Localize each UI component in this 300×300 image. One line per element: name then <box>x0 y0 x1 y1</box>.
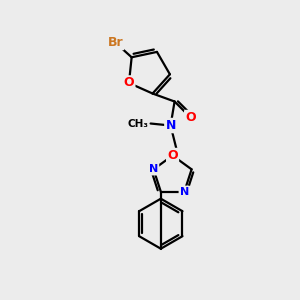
Text: O: O <box>185 111 196 124</box>
Text: N: N <box>149 164 158 174</box>
Text: CH₃: CH₃ <box>128 118 148 128</box>
Text: O: O <box>167 149 178 162</box>
Text: O: O <box>124 76 134 89</box>
Text: Br: Br <box>107 36 123 49</box>
Text: N: N <box>180 187 189 197</box>
Text: N: N <box>165 119 176 132</box>
